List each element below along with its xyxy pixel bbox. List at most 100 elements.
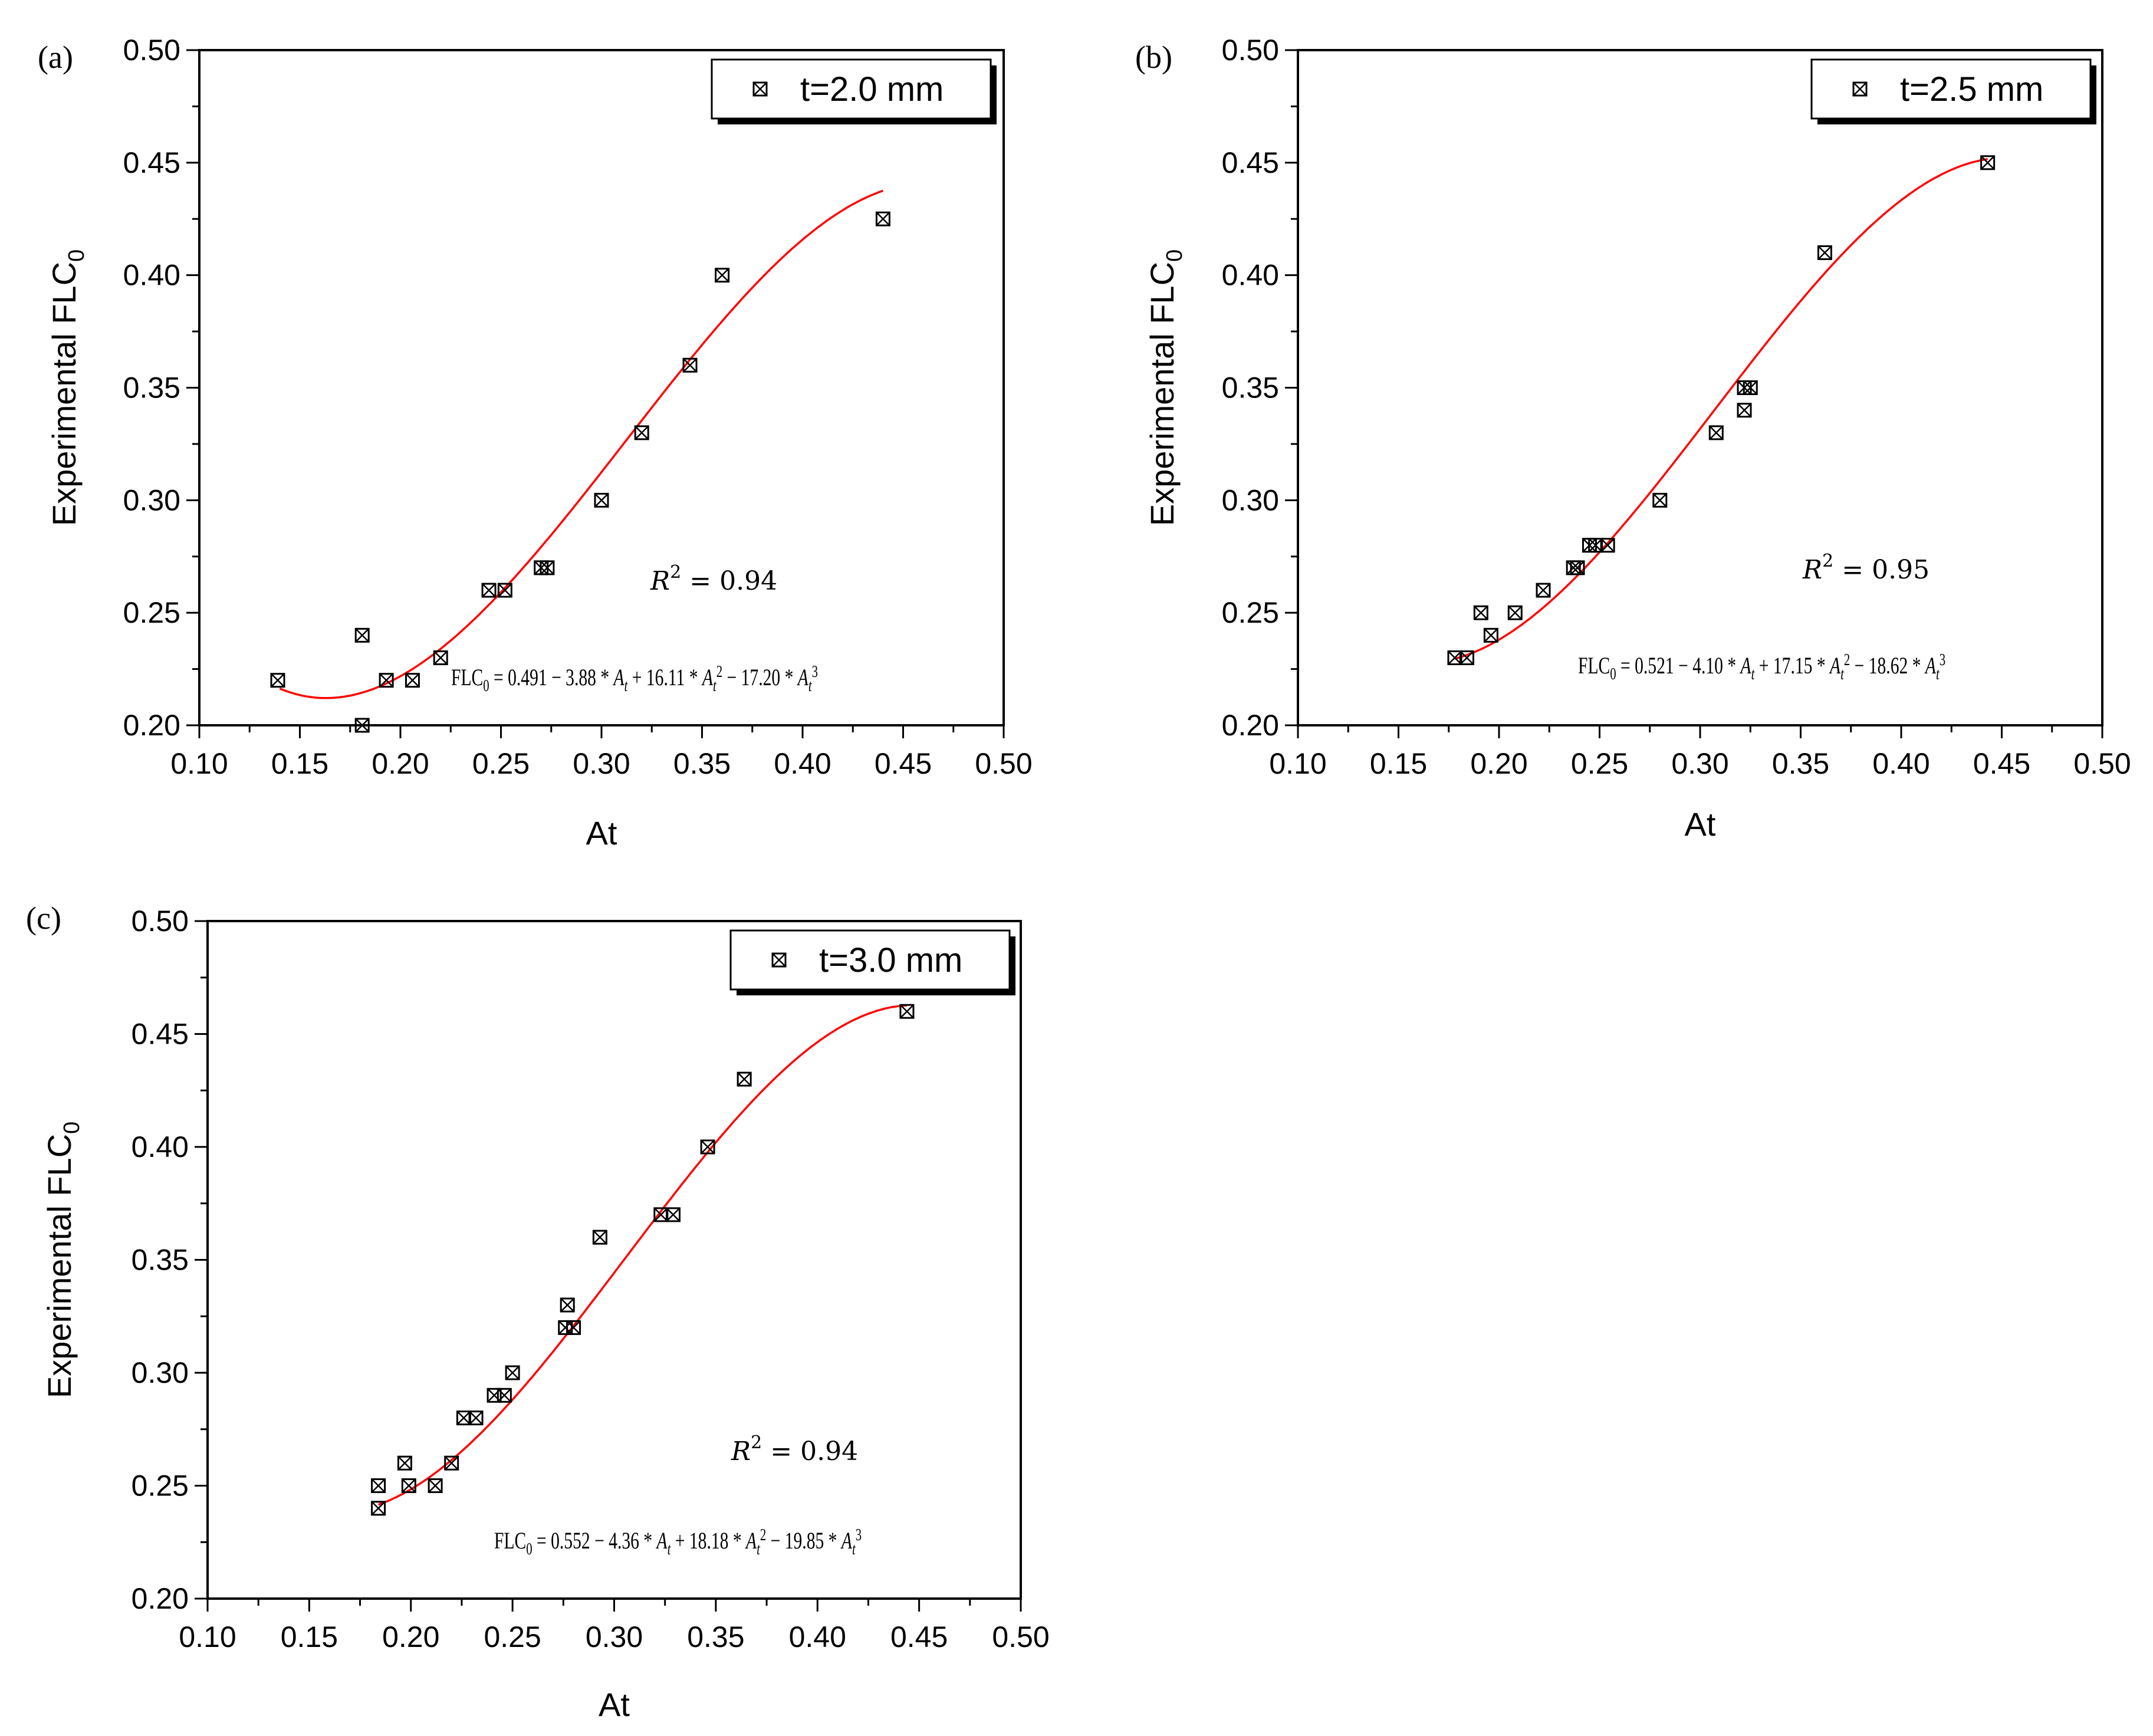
- data-point: [540, 560, 555, 576]
- panel-label: (a): [38, 40, 73, 75]
- legend-label: t=2.5 mm: [1900, 70, 2043, 108]
- equation-c3: 17.20: [741, 665, 781, 691]
- equation-c0: 0.491: [508, 665, 547, 691]
- r-squared-exponent: 2: [1822, 551, 1833, 571]
- equation-var: A: [797, 665, 808, 691]
- equation-operator: 3: [812, 663, 818, 681]
- data-point: [401, 1478, 416, 1493]
- equation-operator: 3: [856, 1526, 862, 1544]
- r-squared-symbol: R: [1802, 555, 1822, 585]
- legend-label: t=3.0 mm: [819, 941, 962, 979]
- x-tick-label: 0.10: [170, 747, 228, 780]
- data-point: [1743, 380, 1758, 395]
- data-point: [456, 1410, 471, 1426]
- equation-operator: =: [533, 1528, 551, 1554]
- data-point: [497, 1388, 512, 1403]
- y-axis-title-main: Experimental FLC: [45, 262, 83, 526]
- equation-operator: *: [780, 665, 798, 691]
- x-tick-label: 0.15: [1370, 747, 1427, 780]
- legend-marker: [771, 952, 787, 968]
- y-axis-title-subscript: 0: [1162, 249, 1187, 262]
- equation-operator: *: [1908, 653, 1925, 679]
- x-axis: 0.10 0.15 0.20 0.25 0.30 0.35 0.40 0.45 0.50: [179, 1599, 1050, 1653]
- panel-label: (b): [1135, 40, 1172, 75]
- equation-operator: *: [824, 1528, 842, 1554]
- equation-var-sub: t: [1840, 665, 1845, 683]
- x-tick-label: 0.20: [372, 747, 429, 780]
- panel-label: (c): [26, 900, 61, 936]
- equation-var: A: [701, 665, 713, 691]
- equation-c0: 0.521: [1635, 653, 1674, 679]
- x-tick-label: 0.15: [271, 747, 328, 780]
- data-point: [397, 1455, 412, 1471]
- data-point: [1536, 583, 1551, 598]
- y-tick-label: 0.20: [1222, 709, 1279, 742]
- data-point: [371, 1501, 386, 1516]
- y-tick-label: 0.40: [132, 1130, 189, 1163]
- equation-operator: *: [685, 665, 702, 691]
- equation-operator: −: [1674, 653, 1692, 679]
- equation-c3: 19.85: [785, 1528, 824, 1554]
- y-tick-label: 0.30: [123, 484, 180, 517]
- legend: t=2.5 mm: [1810, 58, 2096, 124]
- data-point: [1483, 627, 1498, 643]
- data-point: [899, 1004, 915, 1019]
- r-squared-value: = 0.95: [1842, 555, 1930, 585]
- data-point: [682, 357, 698, 373]
- x-tick-label: 0.35: [673, 747, 731, 780]
- x-tick-label: 0.50: [975, 747, 1032, 780]
- equation-operator: −: [722, 665, 741, 691]
- equation-operator: −: [547, 665, 566, 691]
- y-axis-title-main: Experimental FLC: [1143, 262, 1181, 526]
- x-tick-label: 0.25: [1571, 747, 1628, 780]
- equation-operator: *: [1723, 653, 1741, 679]
- legend-box: [711, 58, 992, 120]
- data-point: [566, 1320, 581, 1335]
- data-point: [497, 583, 512, 598]
- data-point: [405, 673, 420, 688]
- x-tick-label: 0.30: [586, 1620, 643, 1653]
- y-axis-title: Experimental FLC0: [45, 249, 89, 526]
- y-tick-label: 0.40: [1222, 259, 1279, 292]
- x-tick-label: 0.20: [382, 1620, 439, 1653]
- data-points: [1447, 155, 1996, 665]
- legend-box: [729, 929, 1011, 991]
- y-tick-label: 0.35: [1222, 371, 1279, 405]
- r-squared-label: R2 = 0.95: [1802, 551, 1930, 585]
- chart-panel-a: 0.10 0.15 0.20 0.25 0.30 0.35 0.40 0.45 0.500.20…: [38, 34, 1033, 851]
- x-tick-label: 0.25: [484, 1620, 541, 1653]
- x-axis-title: At: [599, 1686, 630, 1723]
- x-tick-label: 0.10: [179, 1620, 236, 1653]
- fit-line: [1454, 158, 1988, 660]
- plot-frame: [198, 49, 1005, 726]
- equation-operator: +: [627, 665, 646, 691]
- x-tick-label: 0.45: [1973, 747, 2030, 780]
- x-axis-title: At: [586, 814, 617, 851]
- data-point: [270, 673, 285, 688]
- x-tick-label: 0.30: [573, 747, 630, 780]
- r-squared-exponent: 2: [670, 562, 681, 583]
- y-tick-label: 0.45: [123, 146, 180, 179]
- data-point: [1737, 403, 1752, 418]
- x-tick-label: 0.35: [687, 1620, 744, 1653]
- equation-var: A: [613, 665, 624, 691]
- equation-operator: *: [596, 665, 614, 691]
- y-axis-title: Experimental FLC0: [41, 1122, 84, 1398]
- equation-c1: 4.36: [609, 1528, 639, 1554]
- equation-operator: 2: [1844, 651, 1850, 669]
- equation-var-sub: t: [1936, 665, 1940, 683]
- equation-var-sub: t: [713, 677, 717, 695]
- x-tick-label: 0.40: [789, 1620, 846, 1653]
- equation-c0: 0.552: [551, 1528, 590, 1554]
- equation-var-sub: t: [668, 1540, 672, 1559]
- data-point: [592, 1229, 607, 1245]
- fit-equation: FLC0 = 0.521 − 4.10 * At + 17.15 * At2 −…: [1578, 651, 1945, 683]
- data-point: [379, 673, 394, 688]
- x-tick-label: 0.45: [890, 1620, 948, 1653]
- y-tick-label: 0.45: [132, 1018, 189, 1051]
- equation-lhs-sub: 0: [526, 1540, 532, 1559]
- equation-operator: −: [590, 1528, 609, 1554]
- equation-operator: +: [1754, 653, 1773, 679]
- x-tick-label: 0.35: [1772, 747, 1829, 780]
- equation-var: A: [840, 1528, 852, 1554]
